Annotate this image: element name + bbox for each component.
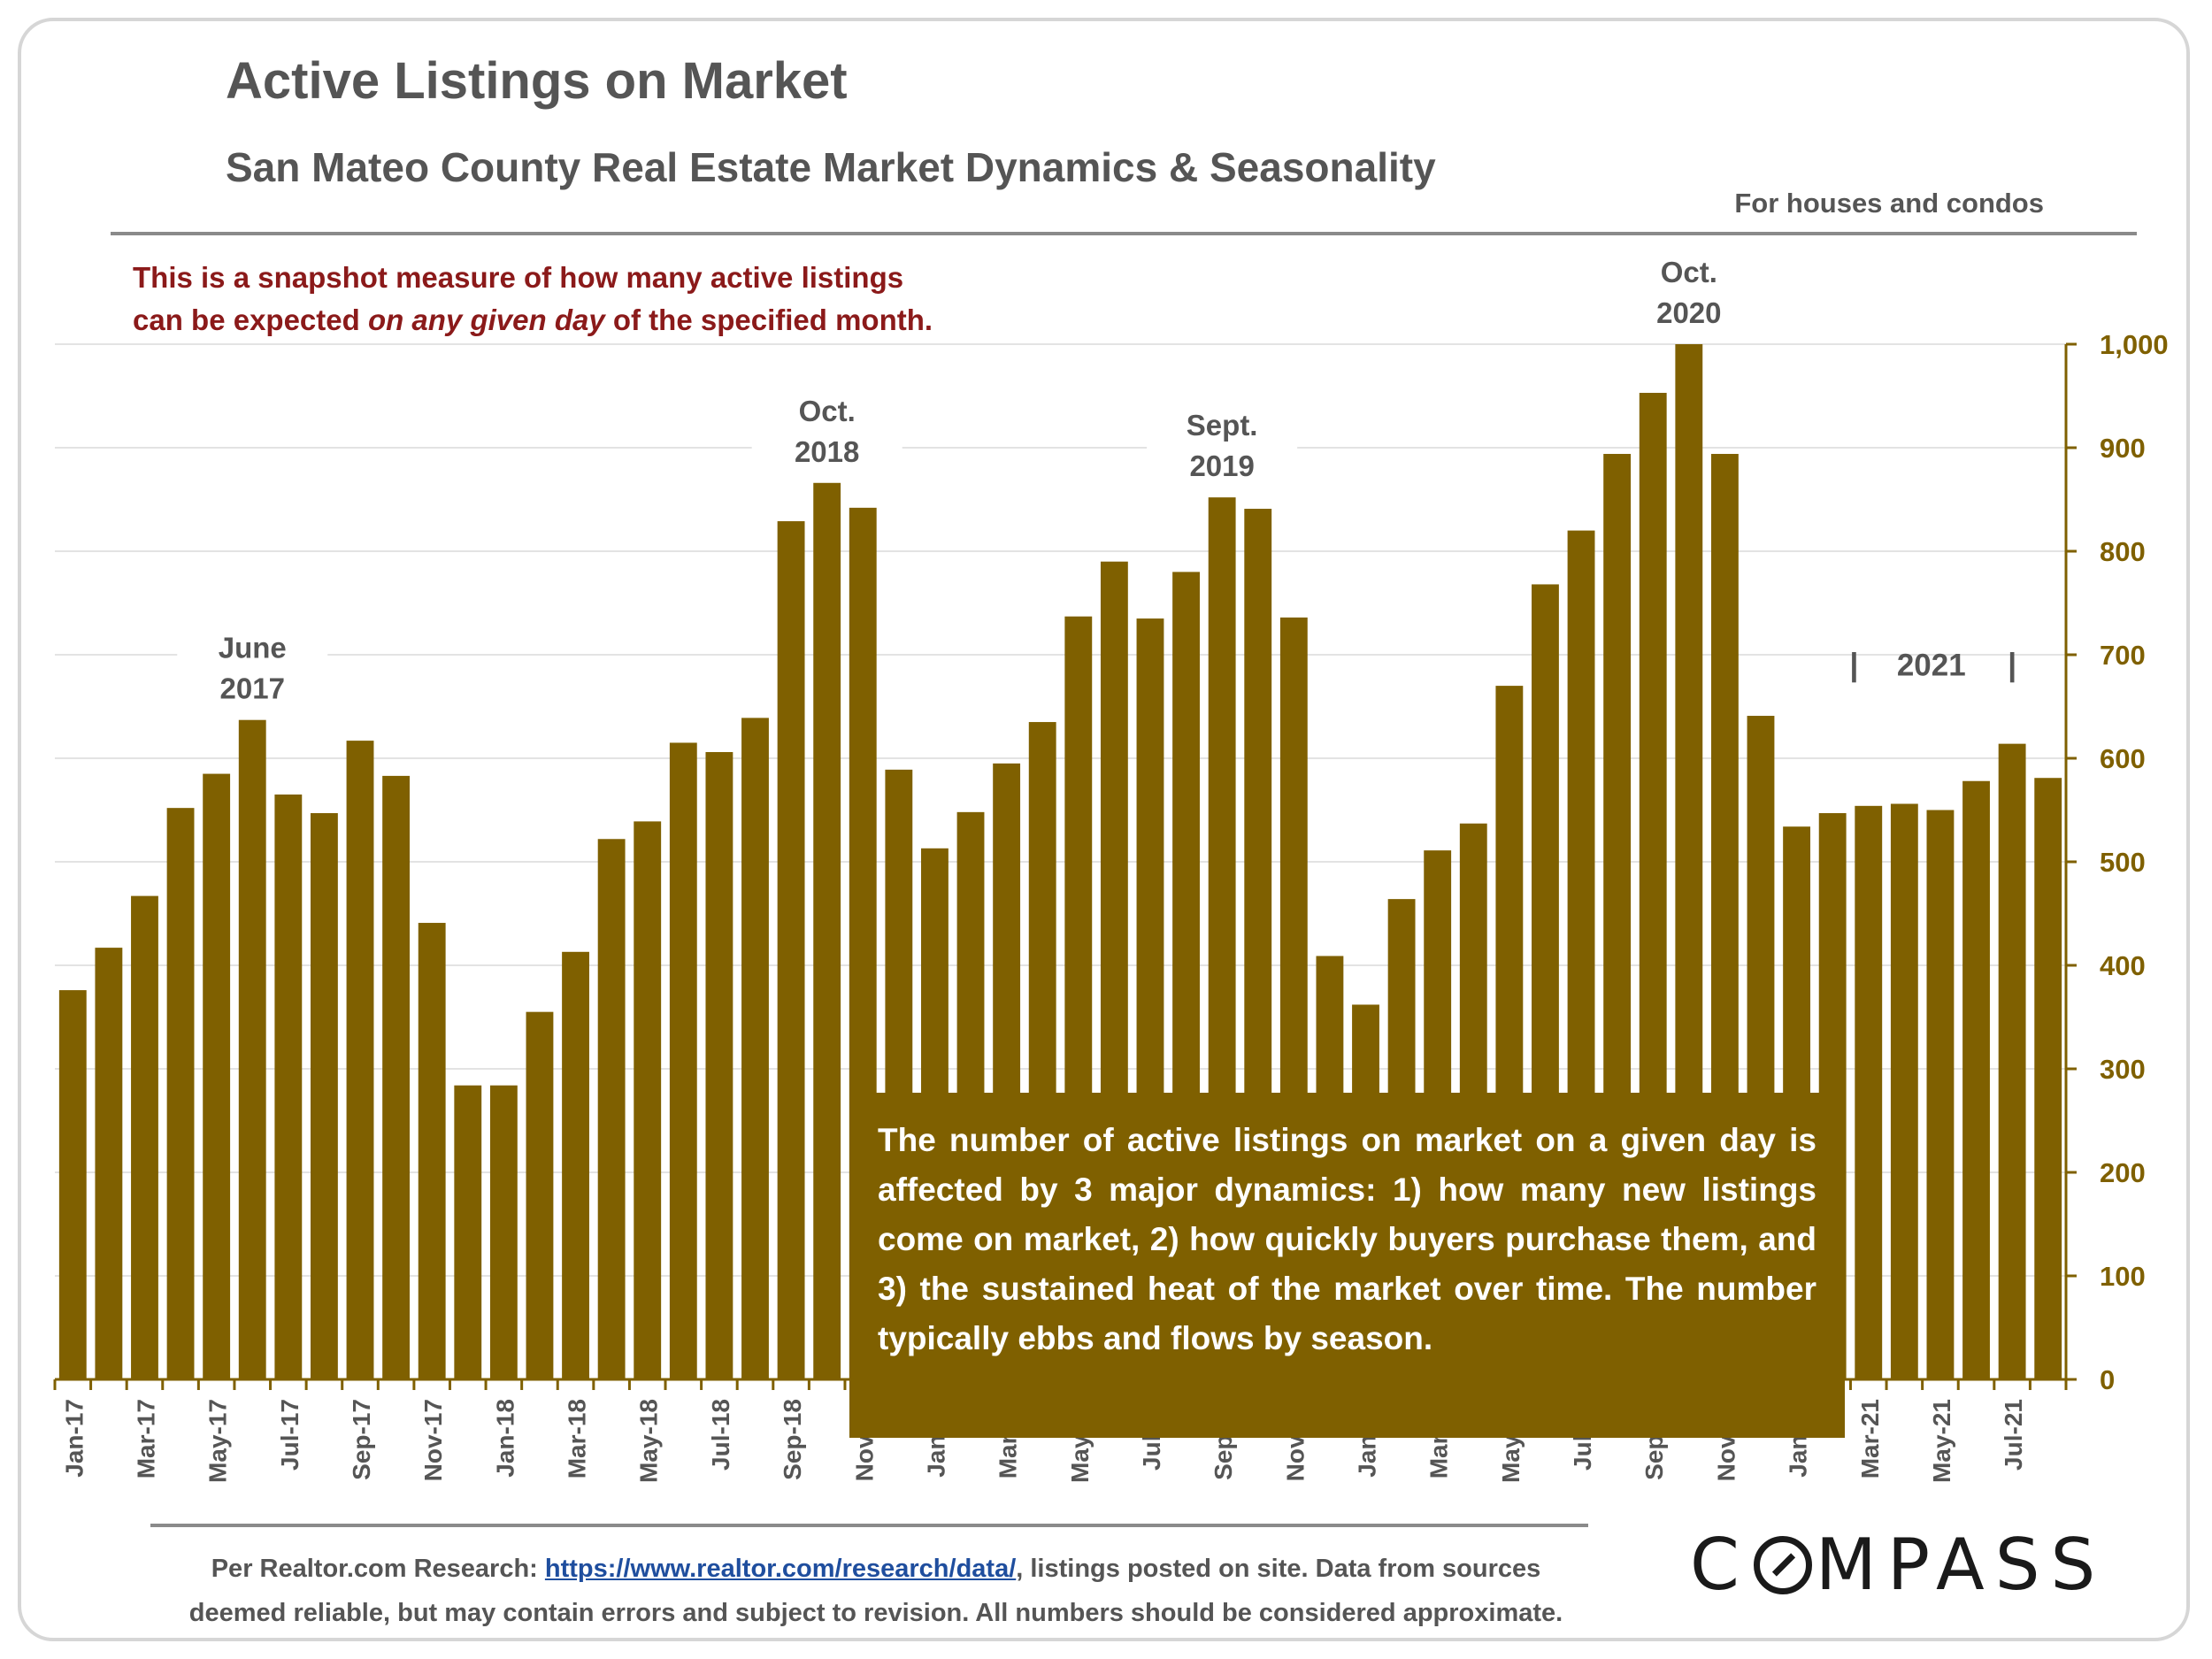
chart-title: Active Listings on Market <box>226 52 848 110</box>
bar <box>454 1085 482 1379</box>
peak-annotation-line2: 2019 <box>1189 449 1254 482</box>
chart-subtitle: San Mateo County Real Estate Market Dyna… <box>226 144 1436 190</box>
peak-annotation-line1: Oct. <box>1661 256 1717 288</box>
note-emphasis: on any given day <box>367 303 605 336</box>
bar <box>669 742 697 1379</box>
footer-line-2: deemed reliable, but may contain errors … <box>188 1599 1563 1627</box>
range-label-2021: 2021 <box>1897 648 1966 682</box>
footer-suffix: , listings posted on site. Data from sou… <box>1016 1555 1541 1583</box>
note-line-2b: of the specified month. <box>604 303 933 336</box>
bar <box>1890 803 1918 1379</box>
note-line-2a: can be expected <box>133 303 368 336</box>
x-tick-label: Nov-17 <box>419 1399 447 1481</box>
bar <box>1855 805 1883 1379</box>
y-tick-label: 100 <box>2100 1261 2146 1292</box>
range-marker-right: | <box>2008 646 2016 683</box>
peak-annotation-line2: 2018 <box>795 435 859 468</box>
annotation-backdrop <box>177 613 328 713</box>
x-tick-label: May-17 <box>204 1399 232 1483</box>
y-tick-label: 0 <box>2100 1364 2115 1395</box>
source-footer: Per Realtor.com Research: https://www.re… <box>142 1547 1610 1635</box>
bar <box>777 521 805 1379</box>
range-marker-left: | <box>1849 646 1858 683</box>
snapshot-note: This is a snapshot measure of how many a… <box>133 257 933 342</box>
peak-annotation-line2: 2017 <box>220 672 285 705</box>
bar <box>382 775 411 1379</box>
scope-label: For houses and condos <box>1734 188 2044 219</box>
footer-divider <box>150 1524 1588 1527</box>
bar <box>2034 778 2062 1379</box>
bar <box>418 923 446 1379</box>
x-tick-label: Mar-18 <box>564 1399 591 1479</box>
bar <box>634 821 662 1379</box>
bar <box>166 808 195 1379</box>
bar <box>131 895 158 1379</box>
x-tick-label: May-21 <box>1928 1399 1955 1483</box>
y-tick-label: 800 <box>2100 536 2146 567</box>
peak-annotation-line2: 2020 <box>1656 296 1721 329</box>
annotation-backdrop <box>1147 391 1298 491</box>
y-tick-label: 600 <box>2100 743 2146 774</box>
bar <box>346 741 374 1379</box>
bar <box>274 794 303 1379</box>
bar <box>741 718 769 1379</box>
bar <box>813 482 841 1379</box>
bar <box>1926 810 1955 1379</box>
annotation-backdrop <box>1613 238 1764 337</box>
x-tick-label: Jul-17 <box>276 1399 303 1471</box>
x-tick-label: Mar-17 <box>132 1399 159 1479</box>
bar <box>310 813 338 1379</box>
bar <box>526 1011 554 1379</box>
y-tick-label: 400 <box>2100 950 2146 981</box>
bar <box>489 1085 518 1379</box>
x-tick-label: May-18 <box>635 1399 663 1483</box>
y-tick-label: 700 <box>2100 640 2146 671</box>
peak-annotation-line1: June <box>219 632 287 664</box>
x-tick-label: Jan-18 <box>491 1399 518 1478</box>
logo-letters-mpass: MPASS <box>1815 1524 2107 1606</box>
bar <box>562 951 589 1379</box>
bar <box>203 773 231 1379</box>
x-tick-label: Mar-21 <box>1856 1399 1884 1479</box>
x-tick-label: Sep-18 <box>779 1399 806 1480</box>
x-tick-label: Jul-21 <box>2000 1399 2027 1471</box>
bar <box>95 948 123 1379</box>
bar <box>1998 743 2026 1379</box>
logo-o-icon <box>1753 1536 1812 1594</box>
compass-logo: C MPASS <box>1690 1524 2106 1606</box>
bar <box>238 719 266 1379</box>
header-divider <box>111 232 2137 235</box>
source-link[interactable]: https://www.realtor.com/research/data/ <box>544 1555 1017 1583</box>
y-tick-label: 900 <box>2100 433 2146 464</box>
bar <box>58 990 87 1379</box>
footer-prefix: Per Realtor.com Research: <box>211 1555 545 1583</box>
peak-annotation-line1: Sept. <box>1187 409 1258 442</box>
bar <box>1962 780 1990 1379</box>
bar <box>597 839 626 1379</box>
x-tick-label: Jul-18 <box>707 1399 734 1471</box>
logo-letter-c: C <box>1690 1524 1750 1606</box>
explanation-callout: The number of active listings on market … <box>849 1093 1845 1438</box>
x-tick-label: Sep-17 <box>348 1399 375 1480</box>
chart-frame <box>18 18 2190 1641</box>
annotation-backdrop <box>751 376 902 476</box>
peak-annotation-line1: Oct. <box>799 395 856 427</box>
note-line-1: This is a snapshot measure of how many a… <box>133 261 904 294</box>
y-tick-label: 300 <box>2100 1054 2146 1085</box>
y-tick-label: 1,000 <box>2100 329 2169 360</box>
x-tick-label: Jan-17 <box>60 1399 88 1478</box>
bar <box>705 751 733 1379</box>
y-tick-label: 500 <box>2100 847 2146 878</box>
y-tick-label: 200 <box>2100 1157 2146 1188</box>
